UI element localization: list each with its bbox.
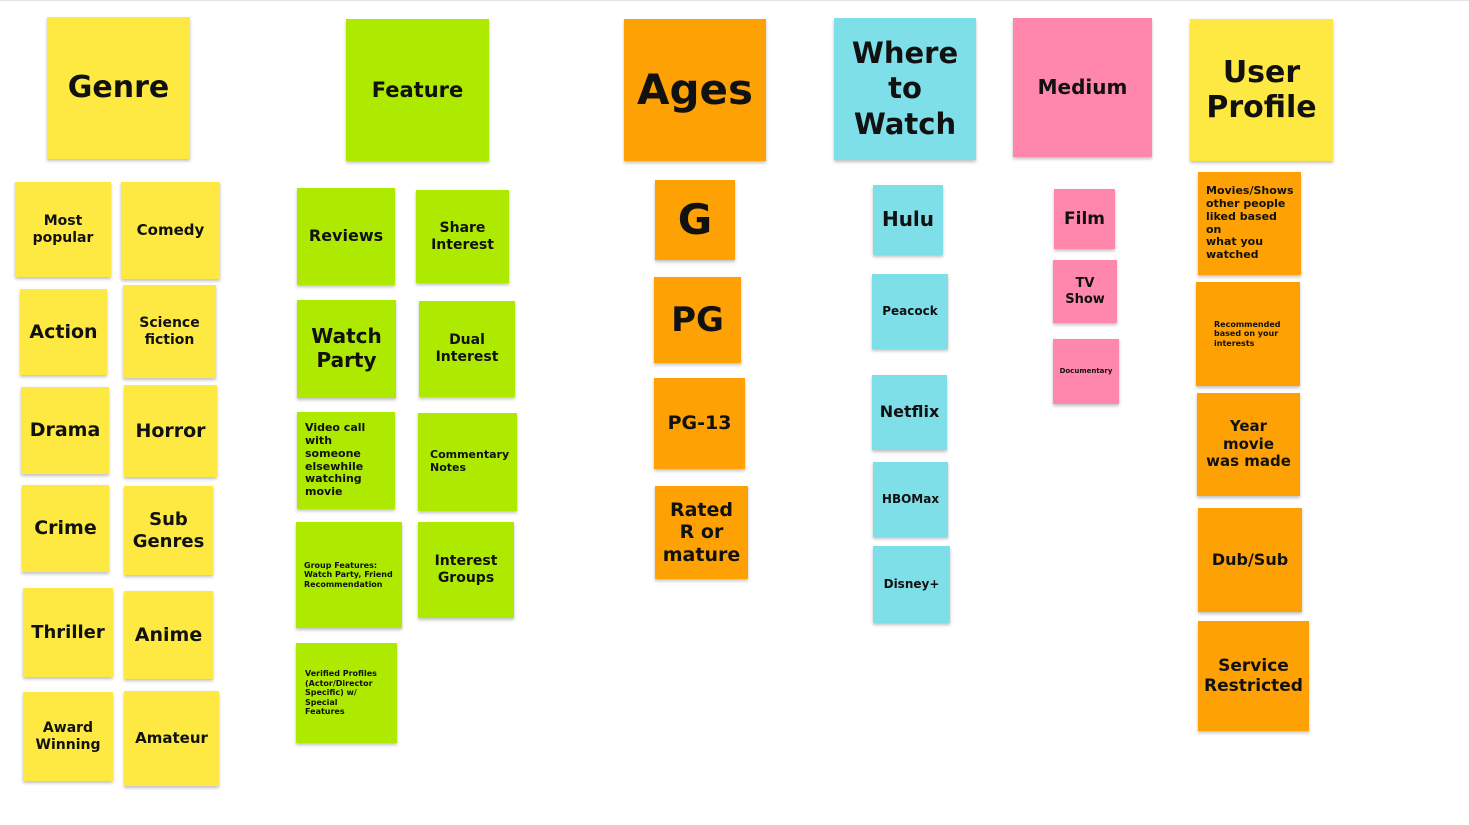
- note-horror[interactable]: Horror: [124, 385, 217, 477]
- header-feature[interactable]: Feature: [346, 19, 489, 161]
- note-commentary-notes[interactable]: Commentary Notes: [418, 413, 517, 511]
- note-documentary[interactable]: Documentary: [1053, 339, 1119, 404]
- note-drama[interactable]: Drama: [21, 387, 109, 474]
- note-rating-r[interactable]: Rated R or mature: [655, 486, 748, 579]
- note-verified-profiles[interactable]: Verified Profiles (Actor/Director Specif…: [296, 643, 397, 743]
- note-dual-interest[interactable]: Dual Interest: [419, 301, 515, 397]
- note-movies-liked[interactable]: Movies/Shows other people liked based on…: [1198, 172, 1301, 275]
- note-film[interactable]: Film: [1054, 189, 1115, 249]
- note-amateur[interactable]: Amateur: [124, 691, 219, 786]
- note-watch-party[interactable]: Watch Party: [297, 300, 396, 398]
- note-crime[interactable]: Crime: [22, 485, 109, 572]
- note-year-made[interactable]: Year movie was made: [1197, 393, 1300, 496]
- note-netflix[interactable]: Netflix: [872, 375, 947, 450]
- note-disney-plus[interactable]: Disney+: [873, 546, 950, 623]
- note-hbomax[interactable]: HBOMax: [873, 462, 948, 537]
- note-rating-g[interactable]: G: [655, 180, 735, 260]
- note-reviews[interactable]: Reviews: [297, 188, 395, 285]
- note-rating-pg13[interactable]: PG-13: [654, 378, 745, 469]
- note-science-fiction[interactable]: Science fiction: [123, 285, 216, 378]
- header-medium[interactable]: Medium: [1013, 18, 1152, 157]
- note-recommended[interactable]: Recommended based on your interests: [1196, 282, 1300, 386]
- header-genre[interactable]: Genre: [47, 17, 190, 159]
- note-action[interactable]: Action: [20, 289, 107, 375]
- note-peacock[interactable]: Peacock: [872, 274, 948, 349]
- note-rating-pg[interactable]: PG: [654, 277, 741, 363]
- note-share-interest[interactable]: Share Interest: [416, 190, 509, 283]
- note-interest-groups[interactable]: Interest Groups: [418, 522, 514, 618]
- top-divider: [0, 0, 1469, 1]
- note-comedy[interactable]: Comedy: [121, 182, 220, 279]
- note-most-popular[interactable]: Most popular: [15, 182, 111, 277]
- note-award-winning[interactable]: Award Winning: [23, 692, 113, 781]
- note-dub-sub[interactable]: Dub/Sub: [1198, 508, 1302, 612]
- note-group-features[interactable]: Group Features: Watch Party, Friend Reco…: [296, 522, 402, 628]
- note-service-restricted[interactable]: Service Restricted: [1198, 621, 1309, 731]
- note-thriller[interactable]: Thriller: [23, 588, 113, 677]
- note-video-call[interactable]: Video call with someone elsewhile watchi…: [297, 412, 395, 509]
- note-tv-show[interactable]: TV Show: [1053, 260, 1117, 323]
- header-where-to-watch[interactable]: Where to Watch: [834, 18, 976, 160]
- header-ages[interactable]: Ages: [624, 19, 766, 161]
- note-hulu[interactable]: Hulu: [873, 185, 943, 255]
- note-sub-genres[interactable]: Sub Genres: [124, 486, 213, 575]
- note-anime[interactable]: Anime: [124, 591, 213, 679]
- header-user-profile[interactable]: User Profile: [1190, 19, 1333, 161]
